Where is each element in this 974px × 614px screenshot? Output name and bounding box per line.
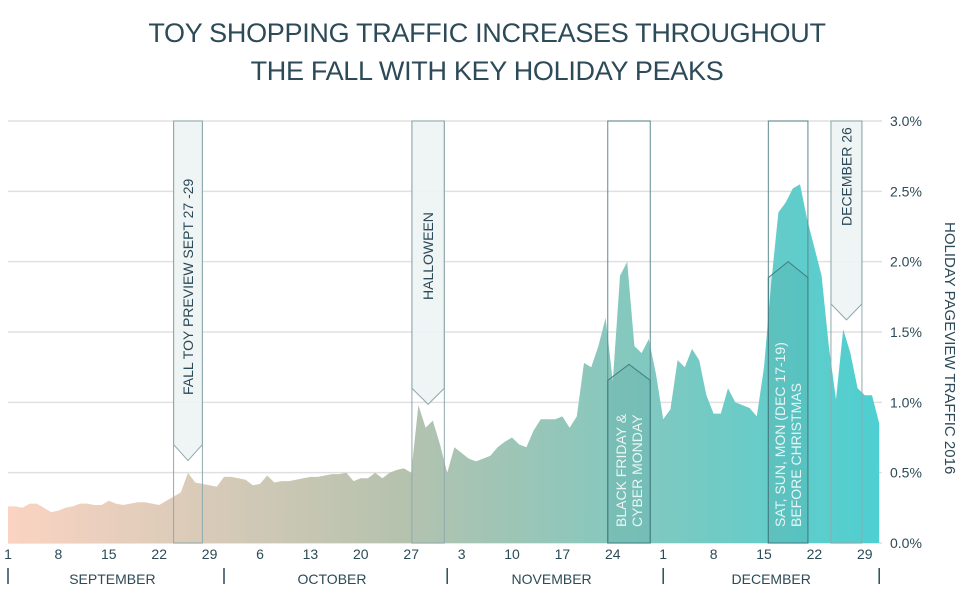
annotation-band (411, 120, 445, 544)
annotation-label: HALLOWEEN (420, 212, 436, 300)
x-tick-label: 29 (857, 546, 873, 562)
annotation-0: FALL TOY PREVIEW SEPT 27 -29 (173, 120, 203, 544)
month-label: NOVEMBER (512, 571, 592, 587)
annotation-label: FALL TOY PREVIEW SEPT 27 -29 (180, 178, 196, 395)
x-tick-label: 13 (303, 546, 319, 562)
y-tick-label: 2.5% (890, 183, 922, 199)
annotation-callout (607, 363, 651, 544)
x-tick-label: 22 (807, 546, 823, 562)
annotation-label-2: CYBER MONDAY (629, 414, 645, 527)
y-tick-label: 2.0% (890, 254, 922, 270)
x-tick-label: 15 (756, 546, 772, 562)
month-label: OCTOBER (298, 571, 367, 587)
chart-title: TOY SHOPPING TRAFFIC INCREASES THROUGHOU… (0, 14, 974, 90)
y-tick-label: 1.5% (890, 324, 922, 340)
annotation-bands: FALL TOY PREVIEW SEPT 27 -29 HALLOWEEN BLA… (173, 120, 863, 544)
x-tick-label: 24 (605, 546, 621, 562)
annotation-label: BLACK FRIDAY & (613, 413, 629, 527)
chart-title-line1: TOY SHOPPING TRAFFIC INCREASES THROUGHOU… (148, 18, 826, 48)
x-tick-label: 22 (151, 546, 167, 562)
y-tick-label: 1.0% (890, 394, 922, 410)
x-tick-label: 8 (710, 546, 718, 562)
x-tick-label: 6 (256, 546, 264, 562)
x-tick-label: 10 (504, 546, 520, 562)
y-axis-label: HOLIDAY PAGEVIEW TRAFFIC 2016 (941, 222, 958, 474)
x-tick-label: 29 (202, 546, 218, 562)
annotation-2: BLACK FRIDAY & CYBER MONDAY (607, 120, 651, 544)
x-tick-label: 8 (55, 546, 63, 562)
y-tick-label: 0.5% (890, 465, 922, 481)
annotation-callout (767, 261, 809, 544)
annotation-3: SAT, SUN, MON (DEC 17-19) BEFORE CHRISTMA… (767, 120, 809, 544)
annotation-band (173, 120, 203, 544)
annotation-label: DECEMBER 26 (838, 127, 854, 226)
x-tick-label: 27 (403, 546, 419, 562)
y-tick-label: 0.0% (890, 535, 922, 551)
axes: 0.0%0.5%1.0%1.5%2.0%2.5%3.0%1 8 15 22 29 6 13 2… (4, 113, 922, 587)
month-label: SEPTEMBER (69, 571, 155, 587)
x-tick-label: 15 (101, 546, 117, 562)
x-tick-label: 17 (555, 546, 571, 562)
x-tick-label: 1 (4, 546, 12, 562)
area-series (8, 184, 880, 544)
chart-title-line2: THE FALL WITH KEY HOLIDAY PEAKS (250, 56, 724, 86)
x-tick-label: 20 (353, 546, 369, 562)
traffic-area (8, 184, 880, 544)
annotation-1: HALLOWEEN (411, 120, 445, 544)
x-tick-label: 3 (458, 546, 466, 562)
annotation-label: SAT, SUN, MON (DEC 17-19) (772, 342, 788, 527)
x-tick-label: 1 (659, 546, 667, 562)
annotation-4: DECEMBER 26 (830, 120, 863, 544)
y-tick-label: 3.0% (890, 113, 922, 129)
annotation-band (830, 120, 863, 544)
annotation-label-2: BEFORE CHRISTMAS (788, 383, 804, 527)
month-label: DECEMBER (732, 571, 811, 587)
